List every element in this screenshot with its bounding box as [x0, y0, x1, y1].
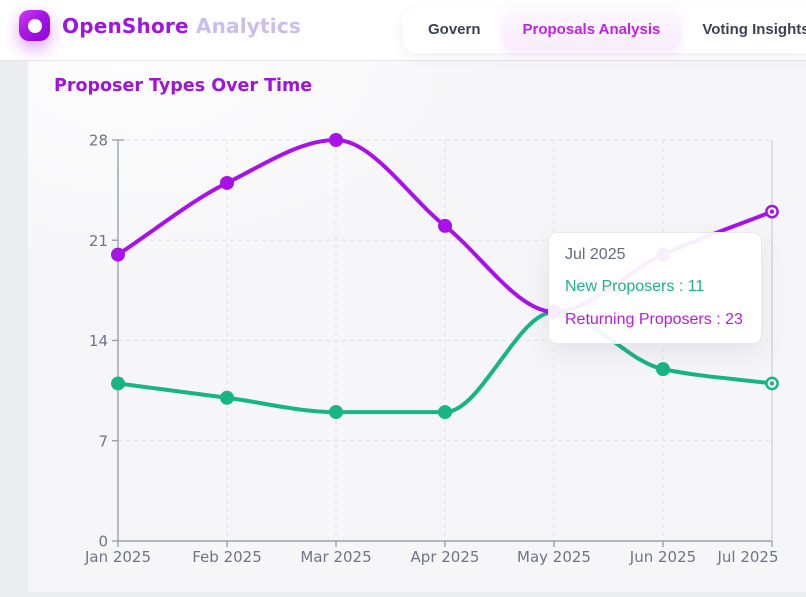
brand-primary: OpenShore: [62, 13, 189, 38]
main-nav: Govern Proposals Analysis Voting Insight…: [403, 7, 806, 53]
x-axis-label: Mar 2025: [300, 548, 371, 566]
x-axis-label: Jul 2025: [716, 548, 778, 566]
y-axis-label: 0: [98, 533, 108, 551]
data-point-returning-proposers[interactable]: [220, 175, 234, 190]
active-dot-center-returning-proposers: [769, 209, 775, 214]
brand: OpenShore Analytics: [19, 10, 301, 41]
tooltip-row-returning-proposers: Returning Proposers : 23: [565, 311, 743, 328]
chart-title: Proposer Types Over Time: [54, 76, 313, 96]
tooltip-row-new-proposers: New Proposers : 11: [565, 278, 705, 295]
data-point-new-proposers[interactable]: [329, 405, 343, 420]
x-axis-label: May 2025: [517, 548, 591, 566]
tooltip-title: Jul 2025: [565, 246, 626, 263]
active-dot-center-new-proposers: [769, 381, 775, 386]
data-point-returning-proposers[interactable]: [329, 133, 343, 147]
nav-tab-voting-insights[interactable]: Voting Insights*: [702, 21, 806, 38]
brand-secondary: Analytics: [195, 13, 301, 38]
logo-circle-icon: [27, 18, 42, 33]
data-point-new-proposers[interactable]: [656, 362, 670, 377]
x-axis-label: Jun 2025: [629, 548, 696, 566]
y-axis-label: 14: [89, 332, 108, 350]
app-header: OpenShore Analytics Govern Proposals Ana…: [0, 0, 806, 61]
data-point-new-proposers[interactable]: [111, 376, 125, 391]
data-point-returning-proposers[interactable]: [111, 247, 125, 262]
y-axis-label: 7: [98, 432, 108, 450]
brand-title: OpenShore Analytics: [62, 14, 301, 38]
data-point-new-proposers[interactable]: [220, 390, 234, 405]
x-axis-label: Apr 2025: [411, 548, 480, 566]
chart-tooltip: Jul 2025 New Proposers : 11 Returning Pr…: [548, 232, 762, 344]
data-point-returning-proposers[interactable]: [438, 218, 452, 233]
app-logo-icon: [19, 10, 50, 41]
x-axis-label: Feb 2025: [192, 548, 262, 566]
y-axis-label: 21: [89, 232, 108, 250]
nav-tab-govern[interactable]: Govern: [428, 21, 481, 38]
data-point-new-proposers[interactable]: [438, 405, 452, 420]
x-axis-label: Jan 2025: [84, 548, 151, 566]
y-axis-label: 28: [89, 132, 108, 150]
nav-tab-proposals-analysis[interactable]: Proposals Analysis: [501, 10, 682, 50]
